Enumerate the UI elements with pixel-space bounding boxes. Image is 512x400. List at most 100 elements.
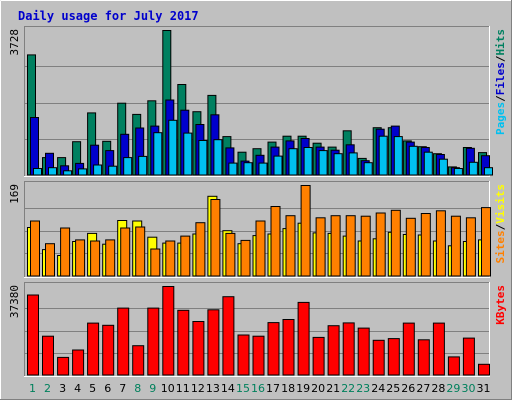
- bar-pages-day-25: [393, 136, 403, 176]
- bar-sites-day-22: [345, 215, 356, 277]
- bar-pages-day-3: [63, 170, 73, 176]
- bar-pages-day-26: [408, 145, 418, 176]
- x-tick-label: 28: [431, 382, 445, 395]
- x-tick-label: 6: [104, 382, 111, 395]
- bar-kbytes-day-9: [147, 307, 160, 376]
- x-tick-label: 1: [29, 382, 36, 395]
- x-tick-label: 27: [416, 382, 430, 395]
- x-tick-label: 9: [149, 382, 156, 395]
- bar-pages-day-8: [138, 155, 148, 176]
- x-tick-label: 8: [134, 382, 141, 395]
- bar-sites-day-19: [300, 185, 311, 277]
- bar-kbytes-day-1: [27, 294, 39, 376]
- legend-entry: /: [494, 223, 507, 230]
- bar-kbytes-day-5: [87, 322, 100, 376]
- bar-sites-day-31: [481, 207, 491, 277]
- legend-entry: Pages: [494, 102, 507, 135]
- bar-kbytes-day-30: [462, 337, 475, 376]
- x-tick-label: 11: [176, 382, 190, 395]
- x-tick-label: 20: [311, 382, 325, 395]
- bar-sites-day-26: [405, 217, 416, 277]
- bar-pages-day-11: [183, 132, 193, 176]
- bar-kbytes-day-27: [417, 339, 430, 376]
- bar-sites-day-18: [285, 215, 296, 277]
- bar-kbytes-day-23: [357, 327, 370, 376]
- x-tick-label: 7: [119, 382, 126, 395]
- bar-sites-day-21: [330, 215, 341, 277]
- bar-sites-day-17: [270, 206, 281, 277]
- legend-entry: Hits: [494, 29, 507, 56]
- bar-sites-day-7: [120, 227, 131, 277]
- bar-pages-day-31: [484, 167, 493, 176]
- x-tick-label: 18: [281, 382, 295, 395]
- bar-sites-day-29: [450, 215, 461, 277]
- bar-sites-day-5: [90, 240, 101, 277]
- x-tick-label: 24: [371, 382, 385, 395]
- bar-sites-day-24: [375, 212, 386, 277]
- legend-entry: Sites: [494, 230, 507, 263]
- bar-sites-day-25: [390, 209, 401, 277]
- legend-entry: Files: [494, 62, 507, 95]
- bar-pages-day-9: [153, 132, 163, 176]
- bar-sites-day-3: [60, 227, 71, 277]
- bar-sites-day-2: [45, 243, 55, 277]
- bar-kbytes-day-10: [162, 286, 175, 376]
- legend-entry: KBytes: [494, 285, 507, 325]
- bar-kbytes-day-24: [372, 339, 385, 376]
- bar-sites-day-15: [240, 239, 251, 277]
- kbytes-panel: 37380 KBytes: [8, 282, 507, 377]
- bar-kbytes-day-12: [192, 321, 205, 376]
- legend-entry: Visits: [494, 184, 507, 224]
- bar-sites-day-4: [75, 239, 86, 277]
- y-max-label: 3728: [8, 29, 21, 56]
- bar-pages-day-29: [453, 168, 463, 176]
- bar-kbytes-day-13: [207, 309, 220, 376]
- bar-pages-day-27: [423, 151, 433, 176]
- x-tick-label: 17: [266, 382, 280, 395]
- legend: Sites/Visits: [494, 184, 507, 264]
- bar-kbytes-day-25: [387, 338, 400, 376]
- bar-pages-day-30: [468, 161, 478, 176]
- bar-sites-day-23: [360, 215, 371, 277]
- bar-pages-day-18: [288, 148, 298, 176]
- x-tick-label: 16: [251, 382, 265, 395]
- bar-pages-day-15: [243, 162, 253, 176]
- bar-kbytes-day-29: [447, 356, 460, 376]
- chart-title: Daily usage for July 2017: [18, 9, 199, 23]
- bar-kbytes-day-11: [177, 309, 190, 376]
- x-tick-label: 22: [341, 382, 355, 395]
- bar-sites-day-27: [420, 213, 431, 277]
- bar-pages-day-2: [48, 167, 57, 176]
- bar-kbytes-day-7: [117, 307, 130, 376]
- bar-pages-day-24: [378, 135, 388, 176]
- bar-sites-day-11: [180, 235, 191, 277]
- legend-entry: /: [494, 95, 507, 102]
- bar-kbytes-day-6: [102, 324, 115, 376]
- bar-kbytes-day-8: [132, 345, 145, 376]
- x-tick-label: 23: [356, 382, 370, 395]
- bar-kbytes-day-3: [57, 356, 70, 376]
- x-tick-label: 4: [74, 382, 81, 395]
- bar-pages-day-7: [123, 157, 133, 176]
- bar-pages-day-23: [363, 162, 373, 176]
- legend: Pages/Files/Hits: [494, 29, 507, 135]
- x-tick-label: 26: [401, 382, 415, 395]
- visits-panel: 169 Sites/Visits: [8, 181, 507, 278]
- bar-pages-day-20: [318, 150, 328, 176]
- bar-kbytes-day-15: [237, 334, 250, 376]
- bar-sites-day-6: [105, 239, 116, 277]
- x-tick-label: 12: [191, 382, 205, 395]
- x-tick-label: 14: [221, 382, 235, 395]
- bar-sites-day-30: [465, 217, 476, 277]
- x-axis-labels: 1 2 3 4 5 6 7 8 9 10 11 12 13 14 15 16 17 18 19 20 21 22 23 24 2…: [29, 382, 491, 395]
- bar-pages-day-5: [93, 164, 103, 176]
- bar-kbytes-day-22: [342, 322, 355, 376]
- bar-sites-day-14: [225, 232, 236, 277]
- bar-kbytes-day-20: [312, 336, 325, 376]
- bar-sites-day-13: [210, 199, 221, 277]
- bar-kbytes-day-4: [72, 349, 85, 376]
- bar-sites-day-16: [255, 220, 266, 277]
- x-tick-label: 19: [296, 382, 310, 395]
- bar-kbytes-day-31: [478, 363, 490, 376]
- bar-pages-day-13: [213, 139, 223, 176]
